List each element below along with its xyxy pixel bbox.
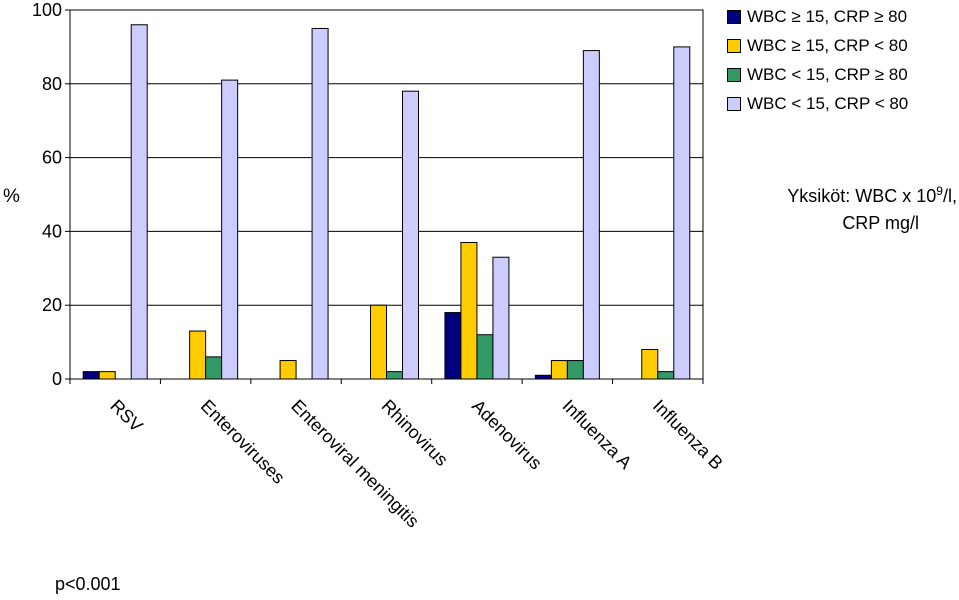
bar-4-1 (460, 241, 478, 380)
y-tick-label-20: 20 (42, 295, 62, 315)
bar-0-0 (82, 371, 100, 380)
bar-4-2 (476, 334, 494, 380)
gridlines (70, 83, 703, 306)
y-tick-labels: 0 20 40 60 80 100 (32, 0, 62, 389)
bar-6-1 (641, 348, 659, 380)
legend-item-0: WBC ≥ 15, CRP ≥ 80 (727, 2, 908, 31)
bar-0-1 (98, 371, 116, 380)
x-tick-label-5: Influenza A (559, 396, 636, 473)
units-prefix: Yksiköt: WBC x 10 (787, 186, 937, 206)
y-tick-label-0: 0 (52, 369, 62, 389)
legend-item-1: WBC ≥ 15, CRP < 80 (727, 31, 908, 60)
legend: WBC ≥ 15, CRP ≥ 80 WBC ≥ 15, CRP < 80 WB… (727, 2, 908, 118)
axes (65, 9, 704, 384)
bar-1-2 (205, 356, 223, 380)
legend-label-3: WBC < 15, CRP < 80 (747, 94, 909, 113)
bar-6-3 (673, 46, 691, 380)
x-tick-label-3: Rhinovirus (378, 396, 452, 470)
legend-swatch-0 (727, 9, 741, 24)
legend-swatch-1 (727, 38, 741, 53)
legend-label-1: WBC ≥ 15, CRP < 80 (747, 36, 908, 55)
y-axis-label: % (3, 186, 20, 207)
bar-2-1 (279, 360, 297, 380)
plot-area-border (69, 9, 704, 380)
legend-item-2: WBC < 15, CRP ≥ 80 (727, 60, 908, 89)
x-tick-label-0: RSV (106, 396, 146, 436)
units-suffix: /l, (942, 186, 957, 206)
bar-4-0 (444, 312, 462, 380)
y-tick-label-40: 40 (42, 221, 62, 241)
bar-3-2 (386, 371, 403, 380)
legend-label-2: WBC < 15, CRP ≥ 80 (747, 65, 908, 84)
bar-3-3 (402, 90, 419, 380)
bar-0-3 (130, 24, 148, 380)
y-tick-label-100: 100 (32, 0, 62, 20)
bar-1-3 (221, 79, 239, 380)
y-tick-label-60: 60 (42, 148, 62, 168)
bar-5-1 (550, 360, 568, 380)
y-tick-label-80: 80 (42, 74, 62, 94)
x-tick-label-4: Adenovirus (468, 396, 546, 474)
units-line-2: CRP mg/l (842, 213, 919, 233)
bar-1-1 (189, 330, 207, 380)
bar-6-2 (657, 371, 675, 380)
legend-item-3: WBC < 15, CRP < 80 (727, 89, 908, 118)
legend-label-0: WBC ≥ 15, CRP ≥ 80 (747, 7, 908, 26)
bar-5-2 (566, 360, 584, 380)
units-superscript: 9 (936, 184, 943, 198)
legend-swatch-2 (727, 67, 741, 82)
x-tick-label-6: Influenza B (649, 396, 727, 474)
bar-4-3 (492, 256, 510, 380)
bar-2-3 (311, 27, 329, 380)
units-note: Yksiköt: WBC x 109/l, CRP mg/l (749, 178, 957, 237)
bar-5-3 (582, 50, 600, 380)
bar-5-0 (534, 374, 552, 380)
bars (82, 24, 691, 380)
legend-swatch-3 (727, 96, 741, 111)
p-value: p<0.001 (55, 574, 121, 594)
bar-3-1 (370, 304, 387, 380)
units-line-1: Yksiköt: WBC x 109/l, (749, 178, 957, 210)
x-tick-label-1: Enteroviruses (197, 396, 289, 488)
